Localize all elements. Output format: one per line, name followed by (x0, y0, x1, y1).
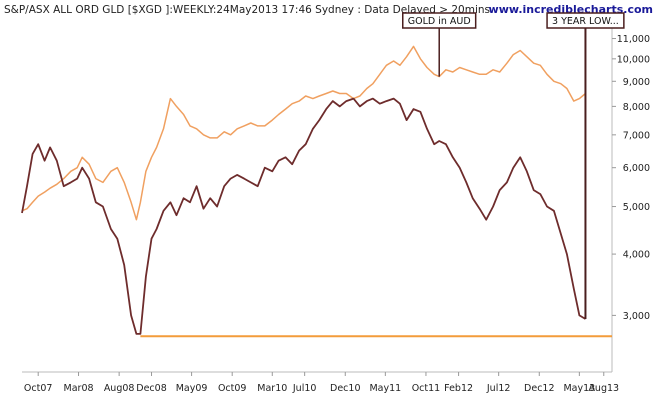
x-tick-label: May13 (563, 383, 595, 394)
y-tick-label: 11,000 (617, 34, 650, 45)
x-tick-label: Oct07 (24, 383, 53, 394)
y-axis: 3,000 4,000 5,000 6,000 7,000 8,000 9,000 10,00… (612, 34, 650, 322)
x-tick-label: Aug08 (104, 383, 135, 394)
x-tick-label: Dec12 (524, 383, 554, 394)
y-tick-label: 7,000 (623, 130, 650, 141)
x-tick-label: Aug13 (588, 383, 619, 394)
annotation-label: GOLD in AUD (408, 16, 471, 27)
y-tick-label: 5,000 (623, 202, 650, 213)
x-tick-label: Feb12 (444, 383, 473, 394)
x-tick-label: Oct11 (412, 383, 441, 394)
x-tick-label: Oct09 (218, 383, 247, 394)
y-tick-label: 4,000 (623, 250, 650, 261)
series-layer (21, 45, 586, 335)
y-tick-label: 10,000 (617, 54, 650, 65)
x-tick-label: Jul12 (486, 383, 511, 394)
x-tick-label: May09 (176, 383, 208, 394)
annotation-3-year-low: 3 YEAR LOW... (546, 12, 625, 319)
y-tick-label: 9,000 (623, 77, 650, 88)
annotation-label: 3 YEAR LOW... (552, 16, 619, 27)
x-tick-label: Dec08 (136, 383, 166, 394)
x-tick-label: Mar08 (64, 383, 94, 394)
annotation-box (546, 12, 625, 29)
annotation-box (402, 12, 477, 29)
series-gold-in-aud-line (21, 45, 586, 221)
x-tick-label: Mar10 (257, 383, 287, 394)
x-tick-label: Dec10 (330, 383, 360, 394)
x-tick-label: May11 (369, 383, 401, 394)
series-xgd-line (21, 97, 586, 335)
x-tick-label: Jul10 (292, 383, 317, 394)
y-tick-label: 6,000 (623, 163, 650, 174)
x-axis: Oct07 Mar08 Aug08 Dec08 May09 Oct09 Mar10 Jul10… (24, 372, 619, 394)
chart-header: S&P/ASX ALL ORD GLD [$XGD ]:WEEKLY:24May… (4, 4, 490, 16)
annotation-gold-aud: GOLD in AUD (402, 12, 477, 77)
y-tick-label: 3,000 (623, 311, 650, 322)
y-tick-label: 8,000 (623, 102, 650, 113)
